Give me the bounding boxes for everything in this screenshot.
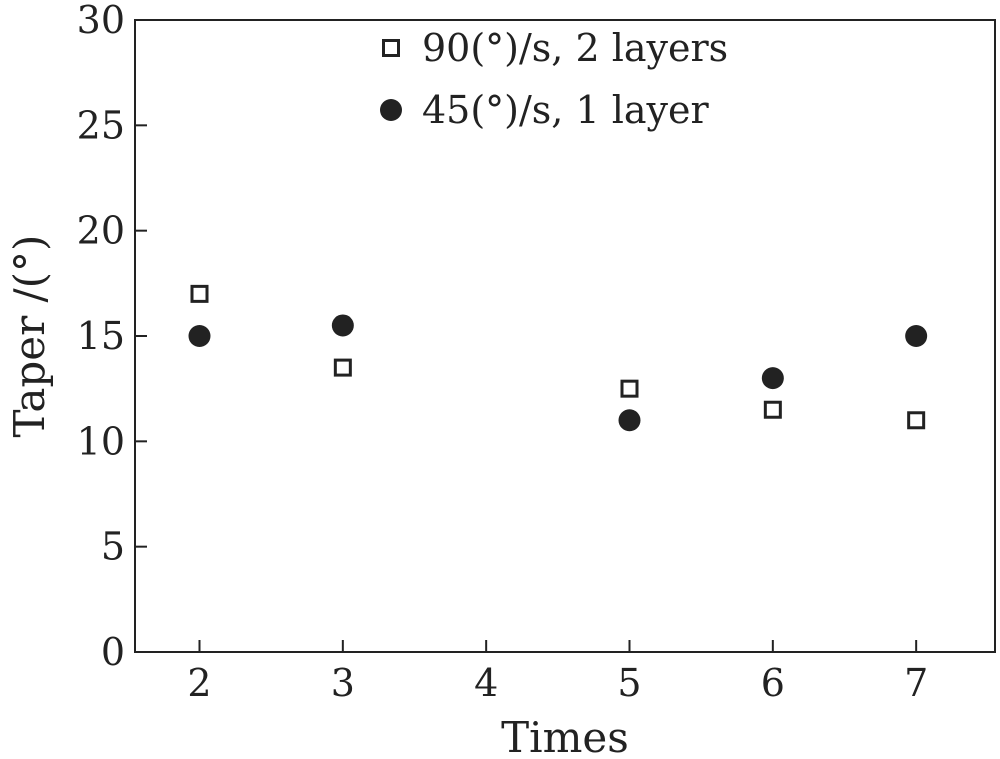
y-tick-label: 10 (77, 419, 125, 463)
x-tick-label: 6 (761, 661, 785, 705)
ticks-layer: 2 3 4 5 6 7 0 5 10 15 20 25 30 (77, 0, 929, 705)
data-point-square (763, 400, 782, 419)
y-tick-label: 25 (77, 103, 125, 147)
legend: 90(°)/s, 2 layers 45(°)/s, 1 layer (380, 26, 728, 132)
data-point-circle (188, 325, 211, 347)
x-tick-label: 7 (904, 661, 928, 705)
data-point-circle (331, 314, 354, 337)
y-tick-label: 0 (101, 630, 125, 674)
data-point-square (333, 358, 352, 377)
legend-circle-marker (380, 99, 402, 121)
data-point-circle (618, 409, 641, 432)
data-point-square (190, 284, 209, 303)
y-axis-title: Taper /(°) (5, 235, 54, 438)
data-point-square (620, 379, 639, 398)
points-layer (188, 284, 928, 432)
y-tick-label: 30 (77, 0, 125, 42)
x-tick-label: 5 (617, 661, 641, 705)
x-tick-label: 3 (331, 661, 355, 705)
legend-square-marker (382, 39, 400, 57)
data-point-circle (761, 367, 784, 390)
y-tick-label: 20 (77, 209, 125, 253)
x-tick-label: 4 (474, 661, 498, 705)
x-tick-label: 2 (187, 661, 211, 705)
x-axis-title: Times (501, 713, 629, 759)
data-point-square (907, 411, 926, 430)
legend-entry-label: 90(°)/s, 2 layers (422, 26, 728, 70)
y-tick-label: 5 (101, 525, 125, 569)
data-point-circle (905, 325, 928, 347)
legend-entry-label: 45(°)/s, 1 layer (422, 88, 709, 132)
y-tick-label: 15 (77, 314, 125, 358)
plot-frame (134, 19, 996, 653)
